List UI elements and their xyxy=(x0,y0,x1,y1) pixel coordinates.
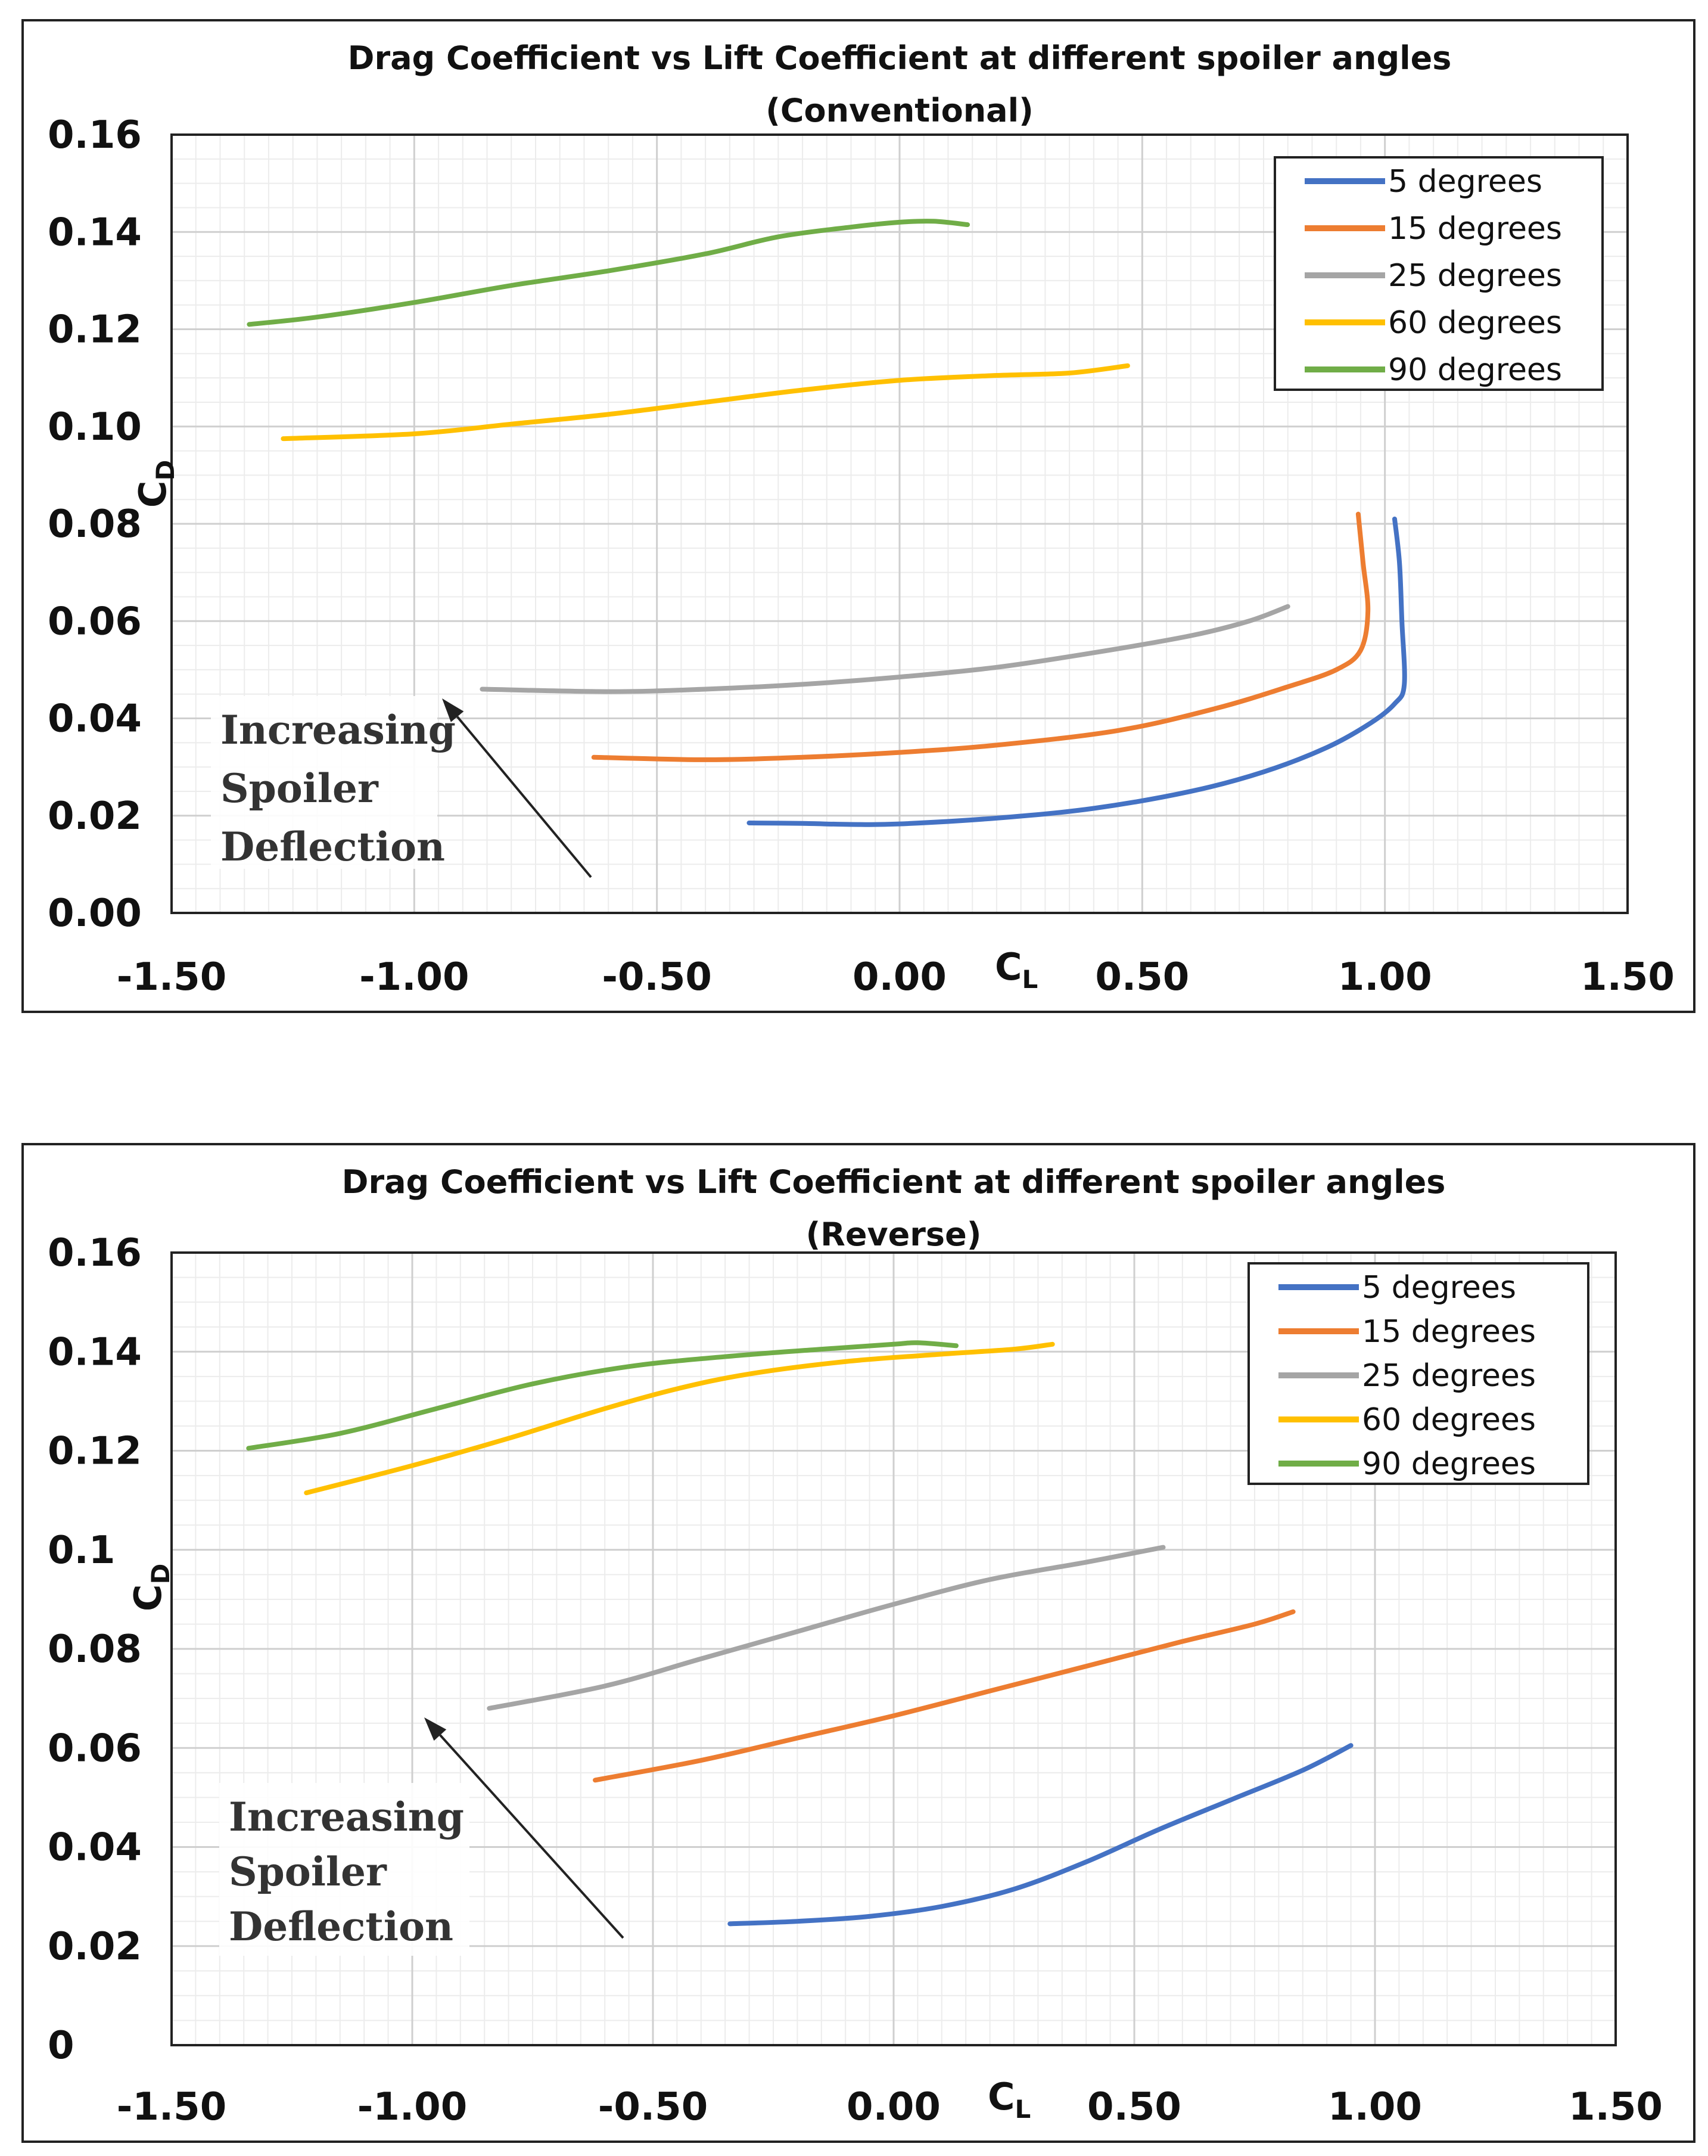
y-tick-label: 0.06 xyxy=(48,599,142,644)
y-tick-label: 0.02 xyxy=(48,794,142,838)
annotation-arrow-line xyxy=(439,1734,624,1939)
x-tick-label: 0.50 xyxy=(1095,955,1189,999)
y-tick-label: 0 xyxy=(48,2024,74,2068)
y-tick-label: 0.06 xyxy=(48,1726,142,1770)
y-tick-label: 0.04 xyxy=(48,697,142,741)
legend-label: 60 degrees xyxy=(1362,1402,1536,1438)
annotation-box xyxy=(219,1783,469,1956)
y-tick-label: 0.12 xyxy=(48,308,142,352)
y-tick-label: 0.1 xyxy=(48,1529,115,1573)
x-axis-label: CL xyxy=(988,2075,1031,2124)
annotation-box xyxy=(211,696,437,869)
series-line-5-degrees xyxy=(727,1743,1354,1927)
y-axis-label: CD xyxy=(126,1564,175,1611)
y-tick-label: 0.10 xyxy=(48,405,142,449)
chart-subtitle: (Conventional) xyxy=(766,92,1034,129)
annotation-line: Spoiler xyxy=(220,765,379,812)
x-tick-label: -0.50 xyxy=(602,955,711,999)
chart-title: Drag Coefficient vs Lift Coefficient at … xyxy=(348,39,1452,77)
series-line-60-degrees xyxy=(304,1341,1055,1496)
x-tick-label: 0.00 xyxy=(847,2085,941,2129)
y-tick-label: 0.16 xyxy=(48,113,142,157)
y-tick-label: 0.14 xyxy=(48,1330,142,1374)
annotation-line: Increasing xyxy=(229,1794,464,1840)
annotation: Increasing Spoiler Deflection xyxy=(211,696,592,878)
x-tick-label: 0.00 xyxy=(853,955,947,999)
legend-label: 25 degrees xyxy=(1388,258,1562,294)
legend-label: 90 degrees xyxy=(1388,352,1562,388)
series-line-15-degrees xyxy=(593,1609,1296,1783)
x-tick-label: 1.00 xyxy=(1338,955,1432,999)
series-line-25-degrees xyxy=(487,1545,1166,1711)
legend-label: 25 degrees xyxy=(1362,1358,1536,1394)
annotation-arrow-head xyxy=(442,698,464,722)
y-tick-label: 0.00 xyxy=(48,891,142,936)
y-tick-label: 0.16 xyxy=(48,1231,142,1275)
annotation-arrow-line xyxy=(456,716,592,878)
chart-conventional: Drag Coefficient vs Lift Coefficient at … xyxy=(21,19,1695,1013)
legend-label: 5 degrees xyxy=(1388,164,1542,200)
chart-conventional-svg: Drag Coefficient vs Lift Coefficient at … xyxy=(48,39,1675,999)
series-line-90-degrees xyxy=(246,1340,959,1451)
chart-reverse-svg: Drag Coefficient vs Lift Coefficient at … xyxy=(48,1163,1663,2129)
annotation: Increasing Spoiler Deflection xyxy=(219,1717,624,1956)
annotation-line: Deflection xyxy=(229,1903,453,1950)
x-tick-label: -0.50 xyxy=(598,2085,708,2129)
series-line-5-degrees xyxy=(746,516,1407,827)
annotation-line: Increasing xyxy=(220,707,456,753)
x-tick-label: -1.50 xyxy=(117,955,226,999)
x-tick-label: 1.50 xyxy=(1569,2085,1663,2129)
series-group xyxy=(247,219,1407,827)
x-tick-label: -1.50 xyxy=(117,2085,226,2129)
y-tick-label: 0.04 xyxy=(48,1826,142,1870)
y-tick-label: 0.02 xyxy=(48,1925,142,1969)
x-axis-label-subscript: L xyxy=(1022,965,1038,994)
chart-subtitle: (Reverse) xyxy=(806,1216,982,1253)
series-line-25-degrees xyxy=(480,604,1290,694)
legend-label: 60 degrees xyxy=(1388,305,1562,341)
y-axis-label-subscript: D xyxy=(151,460,180,481)
annotation-arrow-head xyxy=(424,1717,447,1741)
series-line-60-degrees xyxy=(281,363,1130,442)
x-tick-label: 0.50 xyxy=(1087,2085,1181,2129)
chart-title: Drag Coefficient vs Lift Coefficient at … xyxy=(342,1163,1446,1201)
legend-label: 15 degrees xyxy=(1388,211,1562,247)
x-tick-label: -1.00 xyxy=(357,2085,467,2129)
legend-label: 15 degrees xyxy=(1362,1314,1536,1350)
annotation-line: Spoiler xyxy=(229,1849,387,1895)
x-axis-label: CL xyxy=(995,945,1038,994)
y-axis-label-subscript: D xyxy=(146,1564,175,1585)
legend-label: 5 degrees xyxy=(1362,1270,1516,1306)
x-tick-label: 1.00 xyxy=(1328,2085,1422,2129)
x-tick-label: -1.00 xyxy=(359,955,469,999)
chart-reverse: Drag Coefficient vs Lift Coefficient at … xyxy=(21,1143,1695,2143)
y-tick-label: 0.08 xyxy=(48,1627,142,1672)
y-tick-label: 0.08 xyxy=(48,502,142,546)
series-line-90-degrees xyxy=(247,219,970,327)
series-line-15-degrees xyxy=(591,511,1371,762)
series-group xyxy=(246,1340,1354,1927)
legend-label: 90 degrees xyxy=(1362,1446,1536,1482)
x-axis-label-subscript: L xyxy=(1015,2095,1031,2124)
plot-border xyxy=(170,133,1629,914)
legend: 5 degrees 15 degrees 25 degrees 60 degrees 9… xyxy=(1247,1262,1589,1485)
plot-border xyxy=(170,1251,1617,2046)
y-axis-label: CD xyxy=(131,460,180,508)
x-tick-label: 1.50 xyxy=(1581,955,1675,999)
legend: 5 degrees 15 degrees 25 degrees 60 degrees 9… xyxy=(1274,156,1604,391)
y-tick-label: 0.14 xyxy=(48,210,142,254)
annotation-line: Deflection xyxy=(220,824,445,870)
y-tick-label: 0.12 xyxy=(48,1430,142,1474)
